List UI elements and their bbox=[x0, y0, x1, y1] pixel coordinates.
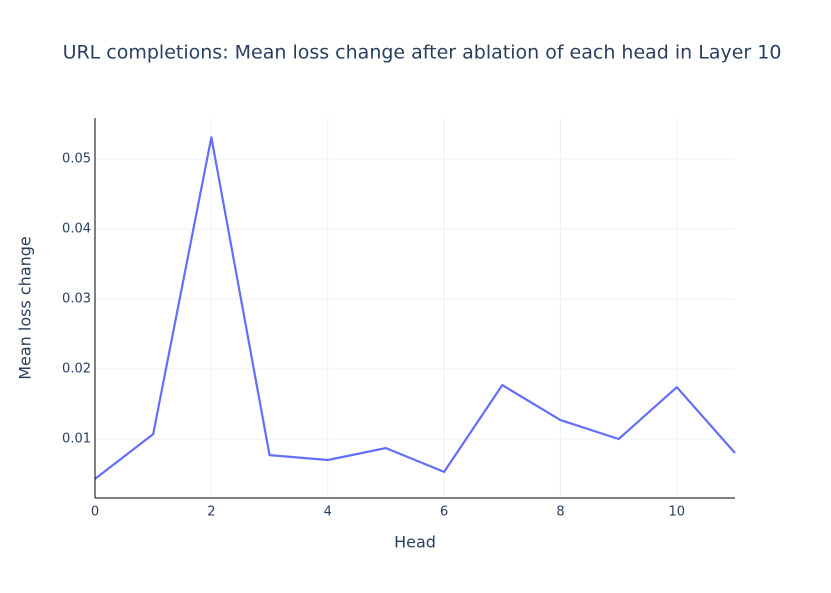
y-axis-title: Mean loss change bbox=[16, 236, 35, 380]
x-axis-title: Head bbox=[394, 533, 436, 552]
y-tick-label: 0.02 bbox=[62, 362, 91, 377]
y-tick-label: 0.04 bbox=[62, 222, 91, 237]
x-tick-label: 0 bbox=[91, 505, 99, 520]
x-tick-label: 2 bbox=[207, 505, 215, 520]
x-tick-label: 10 bbox=[669, 505, 686, 520]
x-tick-label: 6 bbox=[440, 505, 448, 520]
chart-title: URL completions: Mean loss change after … bbox=[63, 42, 782, 64]
line bbox=[94, 136, 736, 480]
y-tick-label: 0.01 bbox=[62, 431, 91, 446]
plot bbox=[94, 136, 736, 480]
y-tick-label: 0.05 bbox=[62, 152, 91, 167]
x-tick-label: 4 bbox=[324, 505, 332, 520]
y-tick-label: 0.03 bbox=[62, 292, 91, 307]
x-tick-label: 8 bbox=[556, 505, 564, 520]
